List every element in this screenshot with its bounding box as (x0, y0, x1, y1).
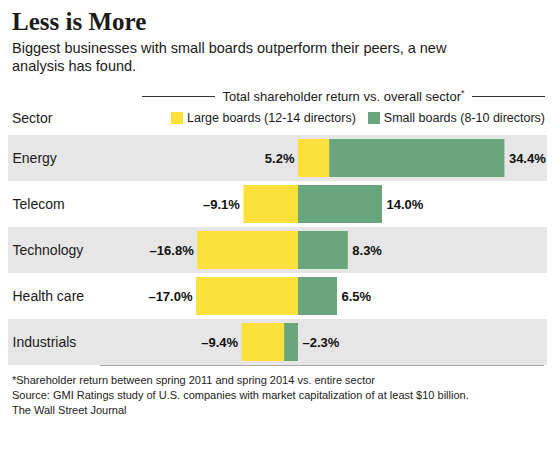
svg-text:Industrials: Industrials (13, 334, 77, 350)
svg-text:Technology: Technology (13, 242, 84, 258)
svg-text:6.5%: 6.5% (342, 289, 372, 304)
svg-text:34.4%: 34.4% (509, 151, 546, 166)
html-text:Large boards (12-14 directors): Large boards (12-14 directors) (187, 111, 356, 125)
html-text:The Wall Street Journal: The Wall Street Journal (12, 404, 127, 416)
svg-text:–9.4%: –9.4% (201, 335, 238, 350)
html-text:Sector: Sector (12, 110, 53, 126)
svg-text:Telecom: Telecom (13, 196, 65, 212)
html-text:Less is More: Less is More (12, 8, 147, 35)
html-text:Small boards (8-10 directors): Small boards (8-10 directors) (383, 111, 545, 125)
svg-text:5.2%: 5.2% (265, 151, 295, 166)
svg-text:8.3%: 8.3% (352, 243, 382, 258)
svg-text:14.0%: 14.0% (387, 197, 424, 212)
svg-text:–9.1%: –9.1% (203, 197, 240, 212)
svg-text:Energy: Energy (13, 150, 57, 166)
svg-text:–2.3%: –2.3% (303, 335, 340, 350)
svg-text:–17.0%: –17.0% (148, 289, 193, 304)
svg-text:–16.8%: –16.8% (150, 243, 195, 258)
html-text:Total shareholder return vs. o: Total shareholder return vs. overall sec… (222, 87, 465, 105)
html-text:*Shareholder return between sp: *Shareholder return between spring 2011 … (12, 374, 375, 386)
svg-text:Health care: Health care (13, 288, 85, 304)
html-text:Source: GMI Ratings study of U: Source: GMI Ratings study of U.S. compan… (12, 389, 469, 401)
html-text:Biggest businesses with small: Biggest businesses with small boards out… (12, 40, 447, 74)
